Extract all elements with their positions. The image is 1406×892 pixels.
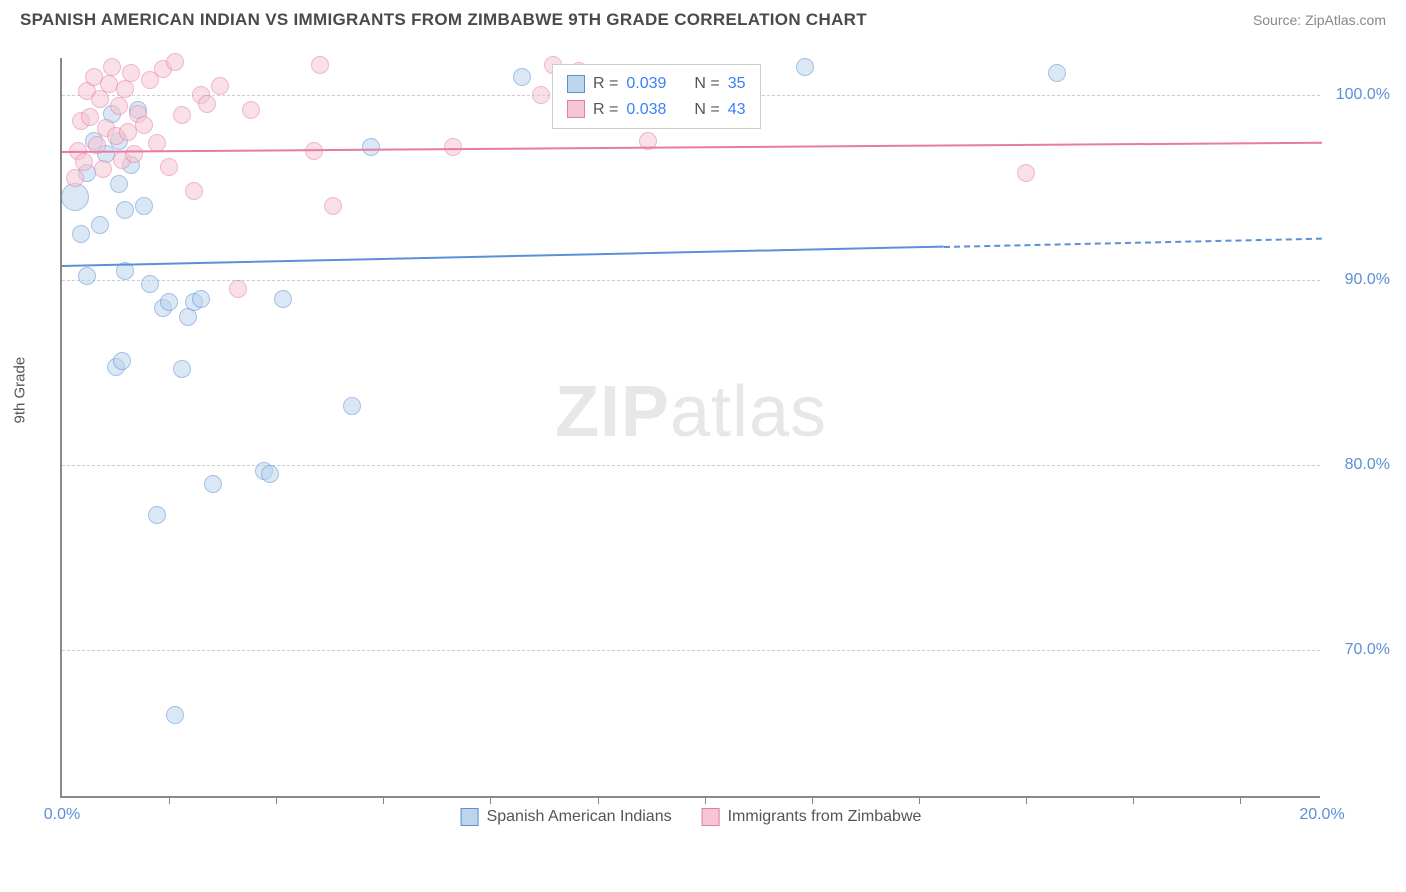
scatter-point bbox=[343, 397, 361, 415]
scatter-point bbox=[91, 216, 109, 234]
n-value: 35 bbox=[728, 71, 746, 97]
x-minor-tick bbox=[919, 796, 920, 804]
x-minor-tick bbox=[490, 796, 491, 804]
scatter-point bbox=[173, 106, 191, 124]
stats-legend: R = 0.039 N = 35 R = 0.038 N = 43 bbox=[552, 64, 761, 129]
scatter-point bbox=[311, 56, 329, 74]
scatter-point bbox=[135, 116, 153, 134]
scatter-point bbox=[229, 280, 247, 298]
chart-title: SPANISH AMERICAN INDIAN VS IMMIGRANTS FR… bbox=[20, 10, 867, 30]
y-tick-label: 70.0% bbox=[1330, 641, 1390, 659]
scatter-point bbox=[204, 475, 222, 493]
scatter-point bbox=[444, 138, 462, 156]
watermark: ZIPatlas bbox=[555, 371, 827, 453]
x-minor-tick bbox=[1133, 796, 1134, 804]
r-label: R = bbox=[593, 97, 618, 123]
x-minor-tick bbox=[705, 796, 706, 804]
scatter-point bbox=[173, 360, 191, 378]
x-minor-tick bbox=[812, 796, 813, 804]
scatter-point bbox=[113, 352, 131, 370]
scatter-point bbox=[242, 101, 260, 119]
scatter-point bbox=[198, 95, 216, 113]
scatter-point bbox=[110, 97, 128, 115]
bottom-legend: Spanish American Indians Immigrants from … bbox=[461, 808, 922, 826]
scatter-point bbox=[166, 53, 184, 71]
scatter-point bbox=[513, 68, 531, 86]
scatter-point bbox=[148, 506, 166, 524]
stats-legend-row: R = 0.039 N = 35 bbox=[567, 71, 746, 97]
scatter-point bbox=[324, 197, 342, 215]
legend-swatch bbox=[461, 808, 479, 826]
chart-header: SPANISH AMERICAN INDIAN VS IMMIGRANTS FR… bbox=[0, 0, 1406, 40]
scatter-point bbox=[796, 58, 814, 76]
x-minor-tick bbox=[276, 796, 277, 804]
scatter-point bbox=[122, 64, 140, 82]
scatter-point bbox=[532, 86, 550, 104]
r-label: R = bbox=[593, 71, 618, 97]
scatter-point bbox=[81, 108, 99, 126]
y-axis-label: 9th Grade bbox=[12, 357, 29, 424]
x-minor-tick bbox=[383, 796, 384, 804]
scatter-point bbox=[94, 160, 112, 178]
chart-container: 9th Grade ZIPatlas 70.0%80.0%90.0%100.0%… bbox=[50, 50, 1390, 840]
scatter-point bbox=[160, 293, 178, 311]
scatter-point bbox=[141, 275, 159, 293]
scatter-point bbox=[116, 80, 134, 98]
bottom-legend-item: Immigrants from Zimbabwe bbox=[702, 808, 922, 826]
scatter-point bbox=[116, 201, 134, 219]
scatter-point bbox=[274, 290, 292, 308]
legend-label: Spanish American Indians bbox=[487, 808, 672, 826]
legend-swatch bbox=[702, 808, 720, 826]
y-tick-label: 100.0% bbox=[1330, 86, 1390, 104]
chart-source: Source: ZipAtlas.com bbox=[1253, 12, 1386, 28]
scatter-point bbox=[1048, 64, 1066, 82]
n-label: N = bbox=[694, 97, 719, 123]
x-minor-tick bbox=[169, 796, 170, 804]
legend-swatch bbox=[567, 100, 585, 118]
scatter-point bbox=[160, 158, 178, 176]
legend-swatch bbox=[567, 75, 585, 93]
trend-line-solid bbox=[62, 246, 944, 267]
scatter-point bbox=[135, 197, 153, 215]
gridline-h bbox=[62, 280, 1320, 281]
r-value: 0.039 bbox=[626, 71, 666, 97]
r-value: 0.038 bbox=[626, 97, 666, 123]
scatter-point bbox=[1017, 164, 1035, 182]
gridline-h bbox=[62, 465, 1320, 466]
x-tick-label: 20.0% bbox=[1299, 806, 1344, 824]
scatter-point bbox=[103, 58, 121, 76]
legend-label: Immigrants from Zimbabwe bbox=[728, 808, 922, 826]
scatter-point bbox=[185, 182, 203, 200]
scatter-point bbox=[75, 153, 93, 171]
scatter-point bbox=[166, 706, 184, 724]
trend-line-solid bbox=[62, 141, 1322, 152]
x-minor-tick bbox=[1026, 796, 1027, 804]
x-minor-tick bbox=[598, 796, 599, 804]
trend-line-dashed bbox=[944, 237, 1322, 247]
scatter-point bbox=[362, 138, 380, 156]
scatter-point bbox=[125, 145, 143, 163]
scatter-point bbox=[261, 465, 279, 483]
y-tick-label: 90.0% bbox=[1330, 271, 1390, 289]
y-tick-label: 80.0% bbox=[1330, 456, 1390, 474]
gridline-h bbox=[62, 650, 1320, 651]
scatter-point bbox=[110, 175, 128, 193]
scatter-point bbox=[211, 77, 229, 95]
n-value: 43 bbox=[728, 97, 746, 123]
scatter-point bbox=[66, 169, 84, 187]
scatter-point bbox=[192, 290, 210, 308]
plot-area: ZIPatlas 70.0%80.0%90.0%100.0%0.0%20.0%R… bbox=[60, 58, 1320, 798]
stats-legend-row: R = 0.038 N = 43 bbox=[567, 97, 746, 123]
x-tick-label: 0.0% bbox=[44, 806, 80, 824]
scatter-point bbox=[72, 225, 90, 243]
bottom-legend-item: Spanish American Indians bbox=[461, 808, 672, 826]
n-label: N = bbox=[694, 71, 719, 97]
x-minor-tick bbox=[1240, 796, 1241, 804]
scatter-point bbox=[78, 267, 96, 285]
